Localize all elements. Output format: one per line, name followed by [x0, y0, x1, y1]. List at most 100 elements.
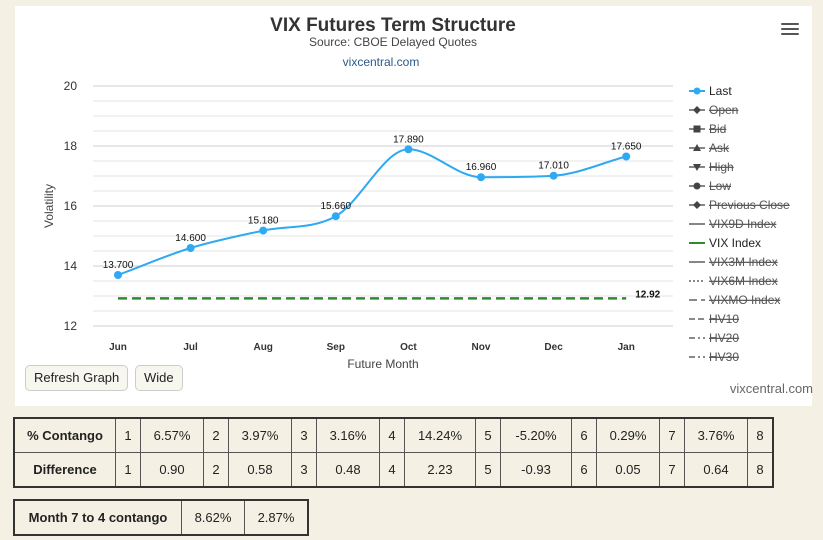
legend-item-label[interactable]: Ask	[709, 141, 730, 155]
value-cell: 3.16%	[316, 417, 380, 453]
last-data-label: 17.890	[393, 134, 424, 145]
value-cell: -0.93	[500, 452, 572, 488]
last-data-label: 17.010	[538, 161, 569, 172]
legend-item-label[interactable]: VIX3M Index	[709, 255, 778, 269]
legend-item-label[interactable]: Open	[709, 103, 738, 117]
month-index-cell: 5	[475, 452, 501, 488]
month-index-cell: 7	[659, 452, 685, 488]
value-cell: 14.24%	[404, 417, 476, 453]
row-header: Month 7 to 4 contango	[13, 499, 182, 536]
x-tick-label: Sep	[327, 342, 345, 353]
legend-item-label[interactable]: Bid	[709, 122, 726, 136]
legend-item-label[interactable]: Previous Close	[709, 198, 790, 212]
credit-text: vixcentral.com	[729, 381, 813, 396]
legend-item-label[interactable]: VIX Index	[709, 236, 761, 250]
month-index-cell: 2	[203, 417, 229, 453]
last-data-point	[331, 212, 340, 221]
table-row: % Contango 1 6.57% 2 3.97% 3 3.16% 4 14.24% 5 -5.2…	[13, 417, 774, 453]
month-index-cell: 2	[203, 452, 229, 488]
last-series-line	[117, 148, 627, 276]
legend-marker-triangle	[693, 144, 701, 151]
legend-marker-circle	[693, 87, 701, 95]
last-data-point	[477, 173, 485, 182]
table-row: Difference 1 0.90 2 0.58 3 0.48 4 2.23 5 -0.93 6 0.0…	[13, 452, 774, 488]
refresh-graph-button[interactable]: Refresh Graph	[25, 365, 129, 391]
x-tick-label: Jan	[618, 342, 635, 353]
month-index-cell: 3	[291, 417, 317, 453]
x-tick-label: Nov	[472, 342, 491, 353]
contango-table: % Contango 1 6.57% 2 3.97% 3 3.16% 4 14.24% 5 -5.2…	[13, 417, 774, 488]
value-cell: 0.48	[316, 452, 380, 488]
legend-item-label[interactable]: VIX6M Index	[709, 274, 778, 288]
last-data-point	[259, 226, 268, 235]
last-data-label: 16.960	[466, 162, 497, 173]
legend-item-label[interactable]: HV30	[709, 350, 739, 364]
value-cell: 8.62%	[181, 499, 245, 536]
month-index-cell: 1	[115, 417, 141, 453]
last-data-point	[114, 271, 122, 279]
month-index-cell: 7	[659, 417, 685, 453]
value-cell: 2.23	[404, 452, 476, 488]
last-data-label: 17.650	[611, 142, 642, 153]
last-data-label: 15.660	[321, 201, 352, 212]
legend-item-label[interactable]: High	[709, 160, 734, 174]
wide-button[interactable]: Wide	[135, 365, 183, 391]
x-tick-label: Aug	[253, 342, 272, 353]
row-header: Difference	[13, 452, 116, 488]
month-index-cell: 8	[747, 452, 774, 488]
last-data-label: 13.700	[103, 260, 134, 271]
last-data-point	[404, 145, 413, 154]
value-cell: 0.58	[228, 452, 292, 488]
legend-marker-diamond	[693, 106, 701, 114]
y-tick-label: 14	[64, 259, 78, 273]
last-data-point	[186, 244, 195, 252]
legend-item-label[interactable]: HV10	[709, 312, 739, 326]
legend-item-label[interactable]: VIX9D Index	[709, 217, 776, 231]
month-index-cell: 6	[571, 417, 597, 453]
chart-title: VIX Futures Term Structure	[270, 15, 516, 36]
last-data-point	[622, 152, 631, 161]
y-tick-label: 12	[64, 319, 78, 333]
row-header: % Contango	[13, 417, 116, 453]
month-index-cell: 8	[747, 417, 774, 453]
legend-marker-diamond	[693, 201, 701, 209]
last-data-point	[549, 171, 558, 180]
month-index-cell: 4	[379, 417, 405, 453]
value-cell: 3.76%	[684, 417, 748, 453]
x-axis-title: Future Month	[347, 357, 418, 371]
legend-item-label[interactable]: Low	[709, 179, 731, 193]
legend-marker-square	[693, 125, 701, 133]
value-cell: 0.90	[140, 452, 204, 488]
month-index-cell: 5	[475, 417, 501, 453]
last-data-label: 14.600	[175, 233, 206, 244]
x-tick-label: Oct	[400, 342, 417, 353]
x-tick-label: Jun	[109, 342, 127, 353]
value-cell: -5.20%	[500, 417, 572, 453]
y-tick-label: 16	[64, 199, 78, 213]
value-cell: 0.64	[684, 452, 748, 488]
legend-item-label[interactable]: VIXMO Index	[709, 293, 780, 307]
month-index-cell: 4	[379, 452, 405, 488]
source-link[interactable]: vixcentral.com	[343, 55, 420, 69]
value-cell: 0.05	[596, 452, 660, 488]
y-axis-title: Volatility	[42, 184, 56, 228]
value-cell: 2.87%	[244, 499, 309, 536]
x-tick-label: Jul	[183, 342, 198, 353]
value-cell: 0.29%	[596, 417, 660, 453]
legend-marker-triangle-down	[693, 164, 701, 171]
legend-item-label[interactable]: HV20	[709, 331, 739, 345]
hamburger-menu-icon[interactable]	[781, 23, 799, 37]
month-index-cell: 1	[115, 452, 141, 488]
chart-subtitle: Source: CBOE Delayed Quotes	[309, 35, 477, 49]
value-cell: 3.97%	[228, 417, 292, 453]
vix-index-label: 12.92	[635, 289, 660, 300]
legend-marker-circle	[693, 182, 701, 190]
month-contango-table: Month 7 to 4 contango 8.62% 2.87%	[13, 499, 309, 536]
legend-item-label[interactable]: Last	[709, 84, 732, 98]
month-index-cell: 6	[571, 452, 597, 488]
y-tick-label: 18	[64, 139, 78, 153]
x-tick-label: Dec	[544, 342, 563, 353]
value-cell: 6.57%	[140, 417, 204, 453]
table-row: Month 7 to 4 contango 8.62% 2.87%	[13, 499, 309, 536]
